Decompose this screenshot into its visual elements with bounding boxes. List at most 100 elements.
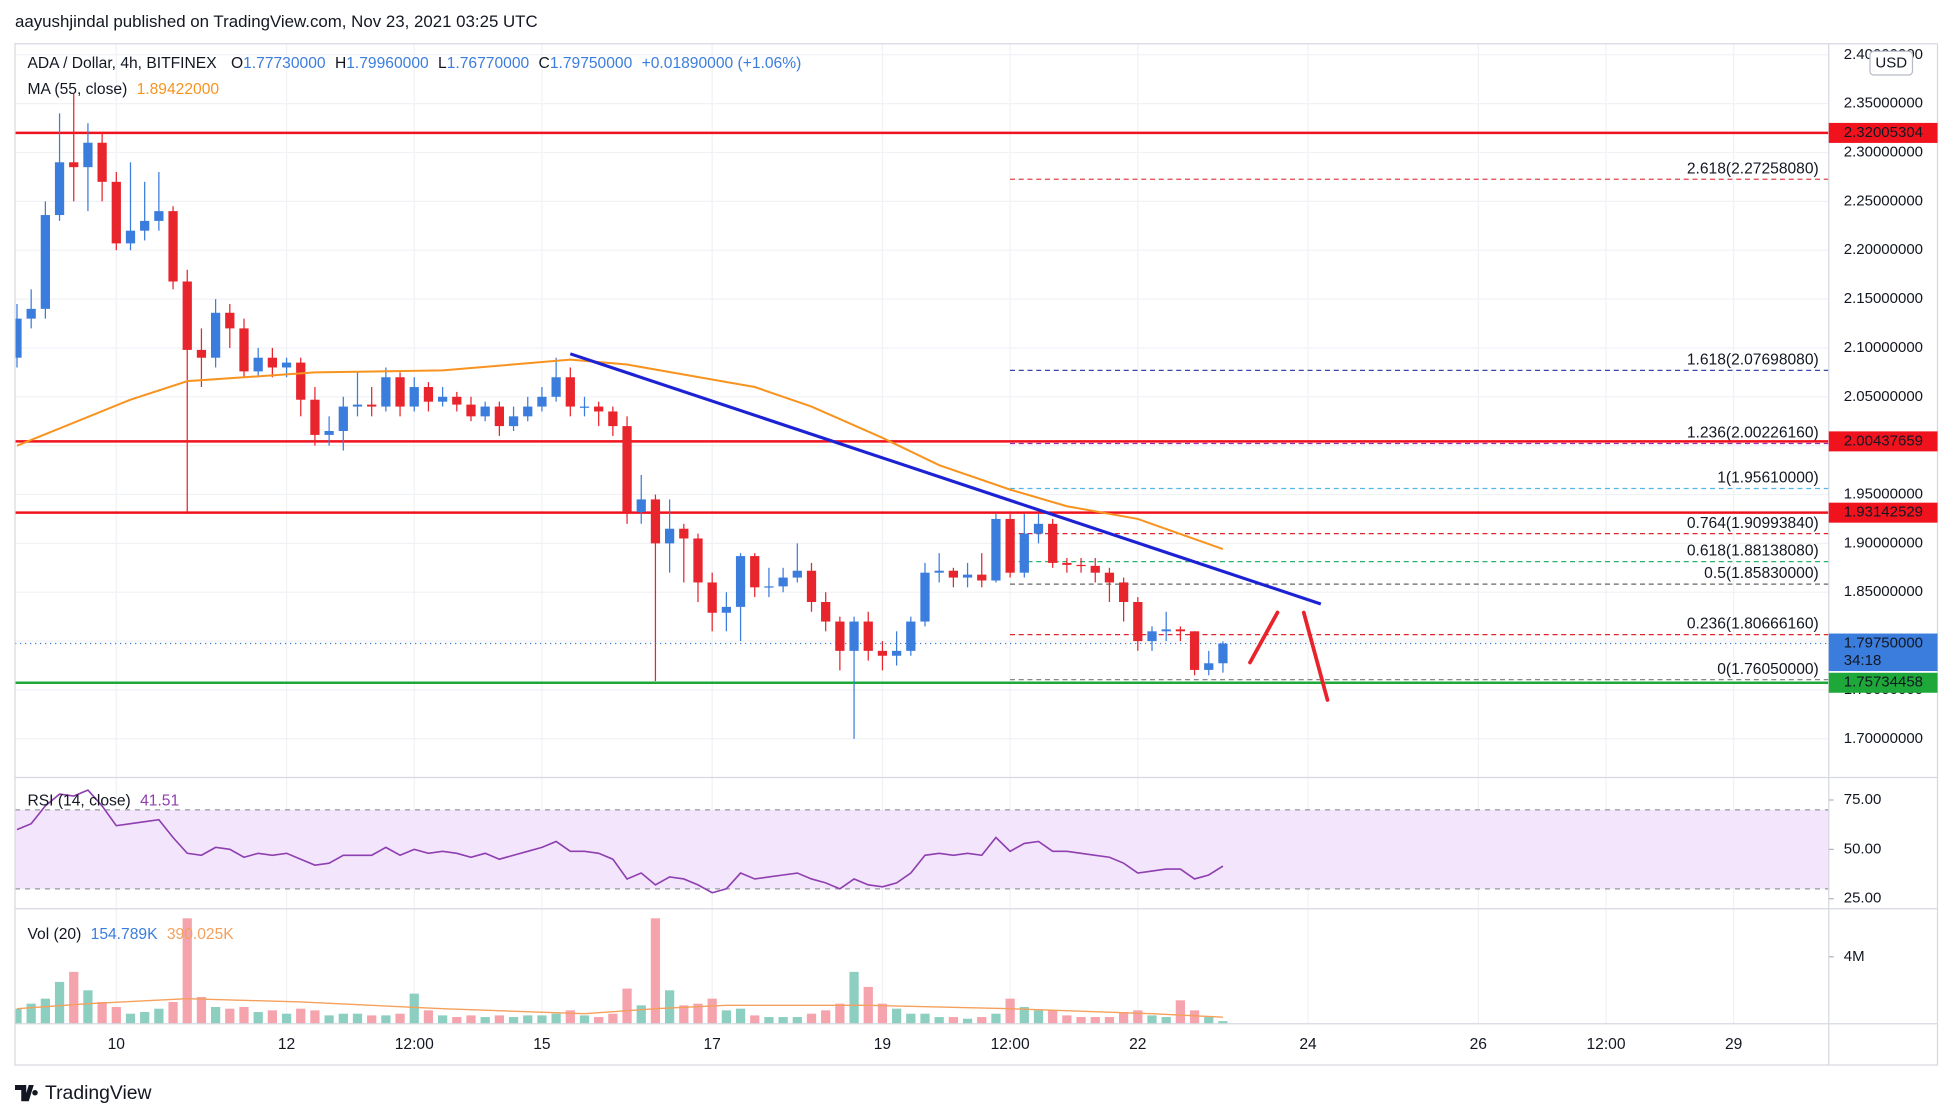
rsi-pane: [15, 789, 1829, 894]
volume-bar: [437, 1015, 448, 1024]
candle-body: [1218, 643, 1228, 664]
legend-change: +0.01890000 (+1.06%): [642, 55, 802, 72]
candle-body: [991, 518, 1001, 581]
candle-body: [551, 377, 561, 397]
rsi-legend: RSI (14, close) 41.51: [28, 792, 180, 809]
y-tick-label: 2.15000000: [1844, 290, 1923, 307]
forecast-arrows: [1248, 610, 1330, 702]
candle-body: [792, 570, 802, 578]
volume-bar: [140, 1012, 150, 1024]
volume-bar: [1019, 1007, 1029, 1024]
level-tag-label: 2.32005304: [1844, 124, 1923, 141]
y-tick-label: 1.70000000: [1844, 730, 1923, 747]
candle-body: [806, 570, 817, 603]
candle-body: [962, 574, 973, 578]
legend-key: L: [438, 55, 447, 72]
candle-body: [750, 556, 760, 588]
candle-body: [225, 312, 235, 329]
legend-value: 1.79960000: [346, 55, 429, 72]
fib-label: 0.618(1.88138080): [1687, 543, 1819, 560]
candle-body: [15, 318, 22, 358]
volume-bar: [579, 1015, 590, 1024]
candle-body: [1005, 518, 1015, 573]
candle-body: [452, 396, 462, 405]
legend-key: H: [335, 55, 346, 72]
candle-body: [125, 230, 136, 244]
volume-bar: [1104, 1017, 1115, 1024]
volume-bar: [310, 1010, 320, 1024]
candle-body: [863, 621, 873, 651]
arrow-down-stroke: [1301, 610, 1330, 702]
volume-bar: [15, 1008, 22, 1024]
candle-body: [154, 211, 164, 221]
candle-body: [253, 357, 263, 372]
candle-body: [140, 220, 150, 231]
candle-body: [1175, 629, 1185, 632]
volume-bar: [1033, 1010, 1044, 1024]
volume-bar: [1118, 1012, 1129, 1024]
level-tag: [1828, 122, 1938, 143]
volume-bar: [1175, 1000, 1185, 1024]
volume-bar: [565, 1010, 575, 1024]
last-price-tag: [1828, 633, 1938, 672]
volume-bar: [537, 1015, 547, 1024]
volume-bar: [210, 1007, 221, 1024]
candle-body: [934, 570, 944, 573]
x-tick-label: 17: [703, 1036, 720, 1053]
volume-bar: [508, 1017, 519, 1024]
volume-bar: [1005, 998, 1015, 1024]
volume-bar: [1218, 1021, 1228, 1024]
legend-key: C: [539, 55, 550, 72]
y-tick-label: 1.95000000: [1844, 485, 1923, 502]
candle-body: [1147, 631, 1157, 642]
candle-body: [395, 377, 405, 407]
volume-bar: [395, 1013, 405, 1024]
volume-bar: [253, 1012, 263, 1024]
y-tick-label: 2.30000000: [1844, 143, 1923, 160]
candle-body: [1189, 631, 1200, 670]
rsi-tick-label: 75.00: [1844, 791, 1882, 808]
volume-bar: [154, 1008, 164, 1024]
volume-bar: [111, 1007, 121, 1024]
ma-value: 1.89422000: [137, 81, 220, 98]
volume-bar: [1147, 1015, 1157, 1024]
volume-pane: [15, 918, 1228, 1024]
volume-bar: [1076, 1017, 1086, 1024]
trendline: [569, 352, 1322, 606]
candle-body: [948, 570, 958, 578]
y-tick-label: 1.85000000: [1844, 583, 1923, 600]
symbol: ADA / Dollar, 4h, BITFINEX: [28, 55, 218, 72]
volume-bar: [338, 1013, 348, 1024]
candle-body: [579, 406, 590, 408]
candle-body: [721, 606, 731, 613]
frame: [14, 43, 1939, 1066]
volume-bar: [991, 1013, 1001, 1024]
volume-bar: [423, 1010, 434, 1024]
candle-body: [494, 406, 504, 427]
volume-bar: [324, 1015, 334, 1024]
volume-bar: [83, 990, 93, 1024]
volume-bar: [948, 1017, 958, 1024]
y-tick-label: 1.90000000: [1844, 534, 1923, 551]
candle-body: [735, 556, 746, 607]
countdown-label: 34:18: [1844, 652, 1882, 669]
volume-bar: [494, 1015, 504, 1024]
candle-body: [168, 211, 178, 282]
candle-body: [977, 574, 987, 581]
volume-bar: [69, 971, 79, 1024]
currency-badge: [1869, 50, 1914, 76]
volume-bar: [168, 1001, 178, 1024]
volume-bar: [608, 1013, 618, 1024]
candle-body: [849, 621, 859, 651]
x-tick-label: 12:00: [395, 1036, 434, 1053]
candle-body: [906, 621, 916, 651]
volume-bar: [381, 1015, 391, 1024]
rsi-title: RSI (14, close): [28, 792, 131, 809]
y-tick-label: 2.25000000: [1844, 192, 1923, 209]
fib-label: 0.764(1.90993840): [1687, 515, 1819, 532]
volume-bar: [891, 1008, 902, 1024]
volume-bar: [40, 998, 50, 1024]
x-tick-label: 12: [278, 1036, 295, 1053]
candle-body: [679, 528, 689, 539]
